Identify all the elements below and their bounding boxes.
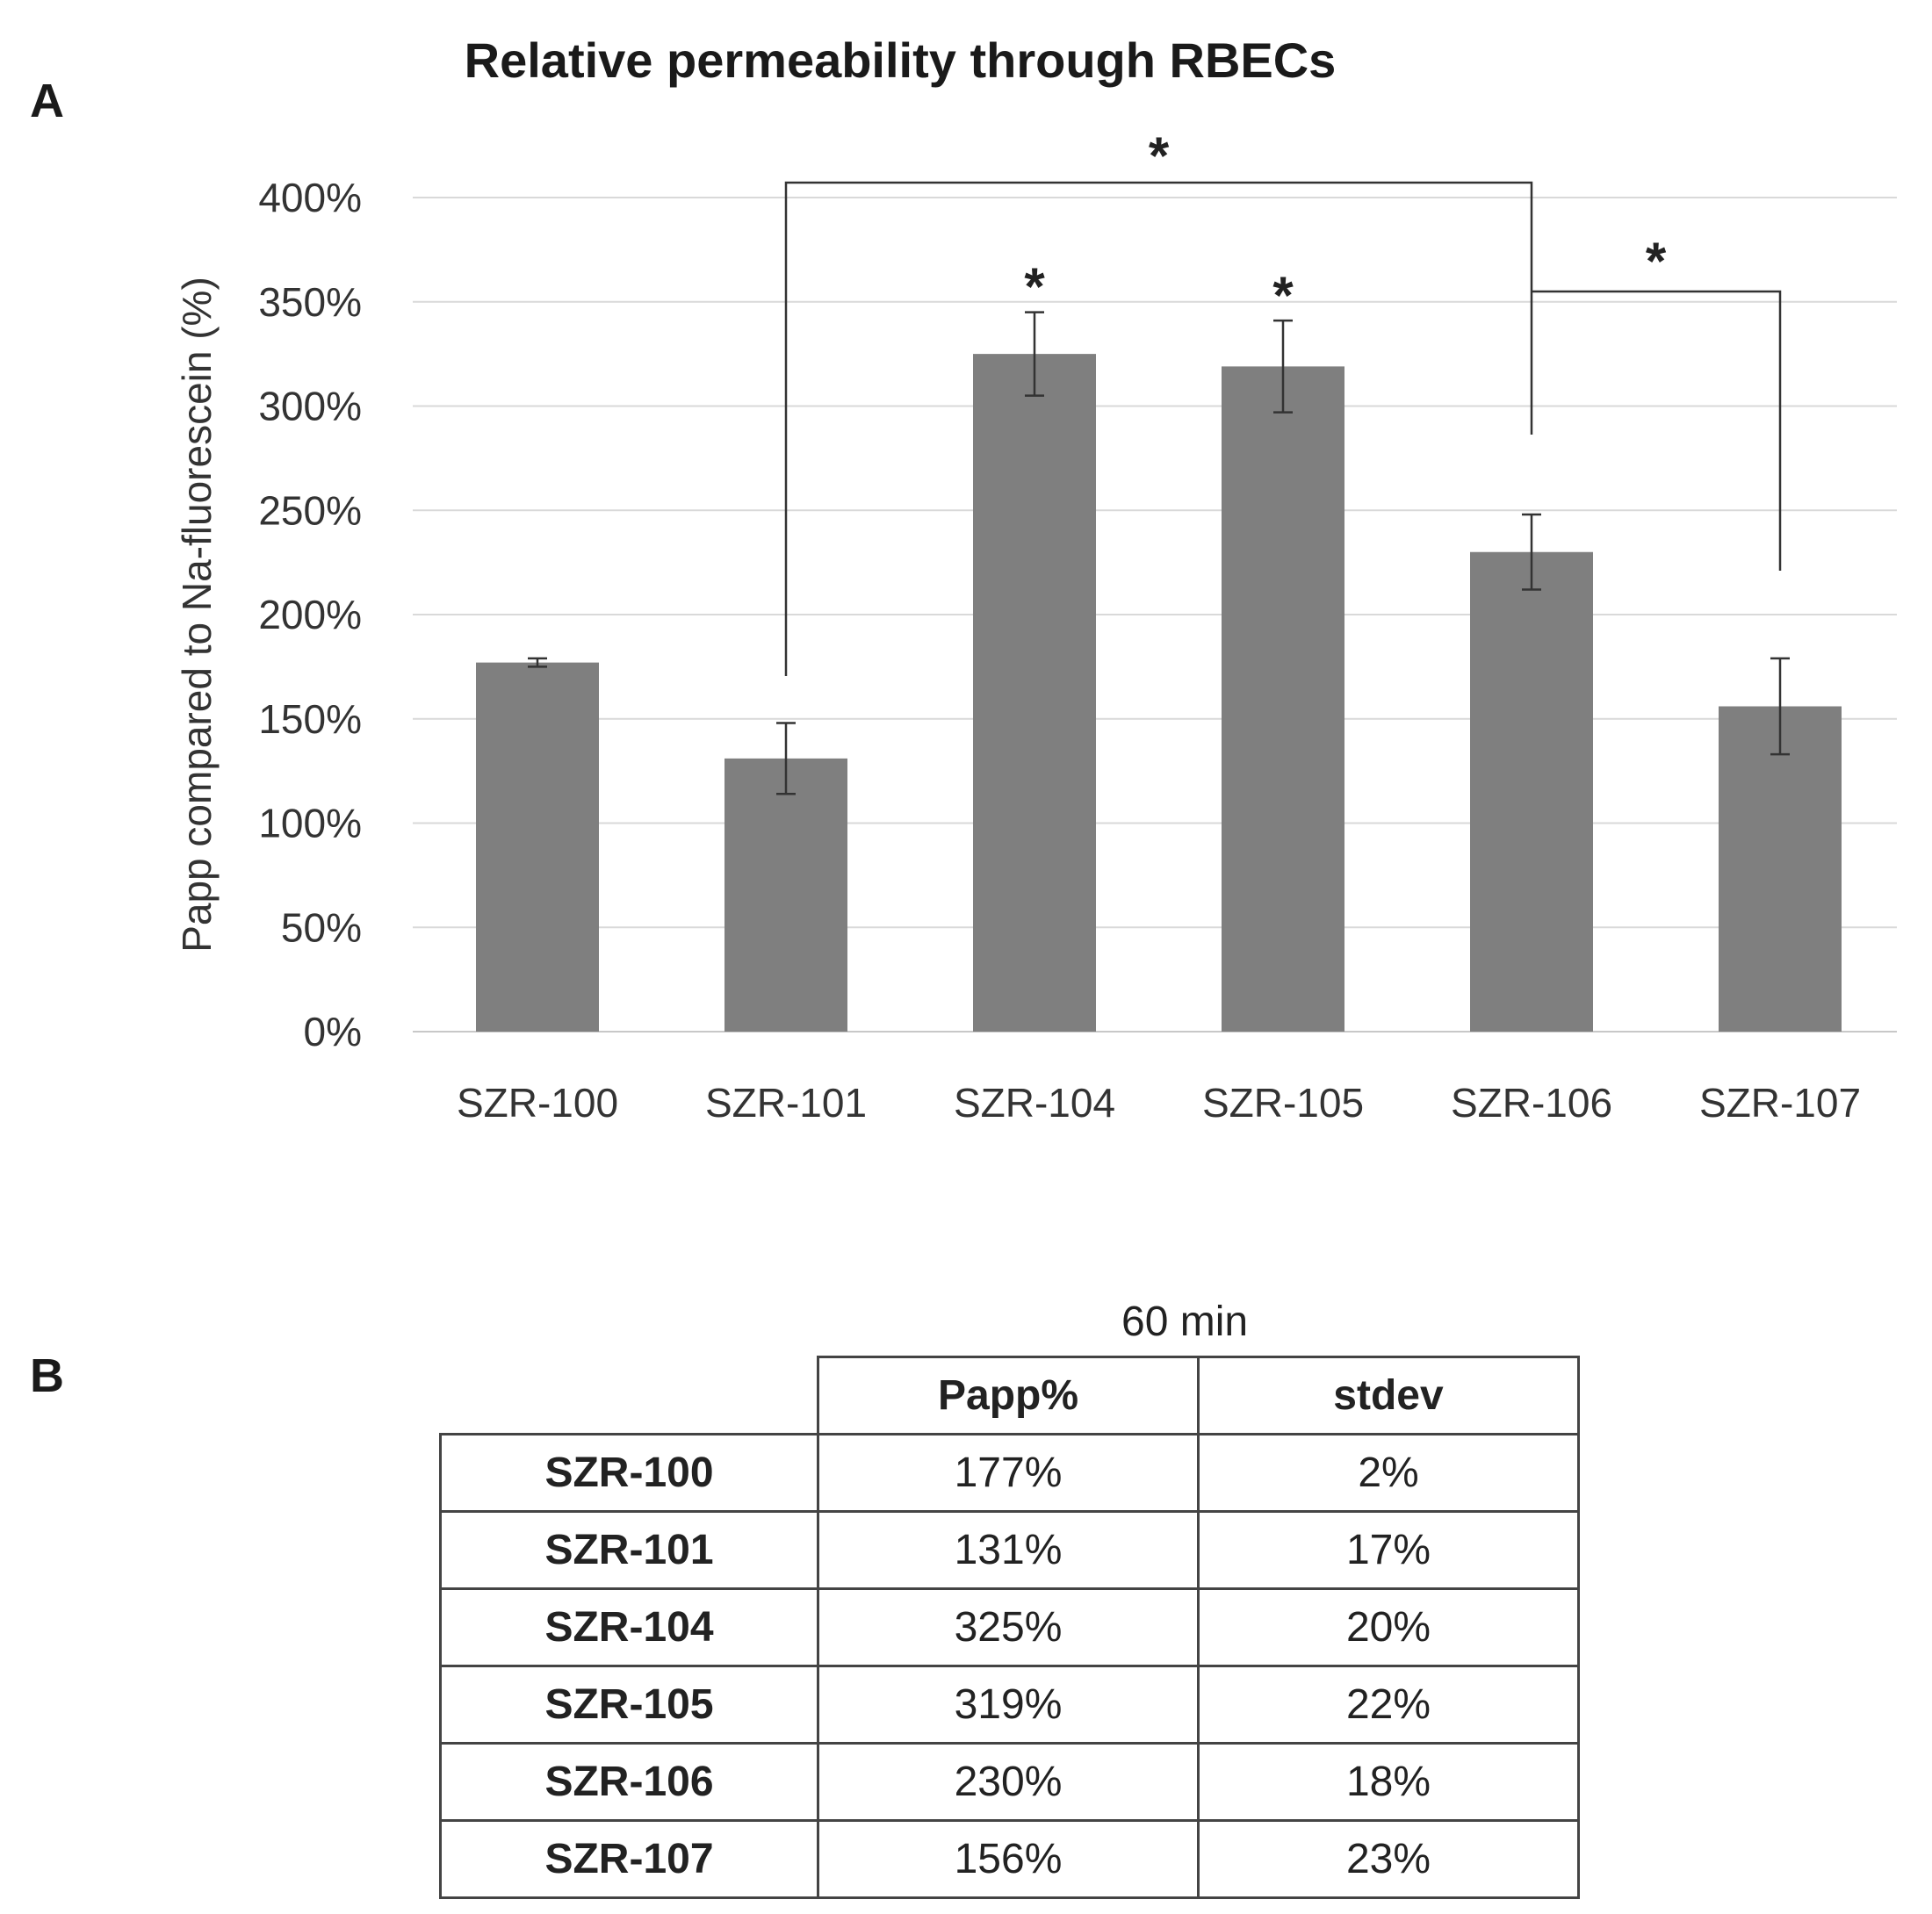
y-tick-label: 300% [258, 384, 362, 429]
table-cell-stdev: 23% [1197, 1819, 1580, 1899]
table-cell-papp: 325% [817, 1587, 1200, 1667]
significance-star: * [1646, 232, 1667, 291]
table-cell-papp: 177% [817, 1433, 1200, 1513]
bar [1470, 551, 1593, 1032]
y-tick-label: 350% [258, 279, 362, 325]
bar [973, 354, 1096, 1032]
y-axis-label: Papp compared to Na-fluorescein (%) [174, 277, 220, 953]
x-category-label: SZR-100 [457, 1080, 618, 1126]
table-cell-papp: 131% [817, 1510, 1200, 1590]
significance-bracket [784, 181, 1533, 676]
table-cell-compound: SZR-106 [439, 1742, 819, 1822]
y-tick-label: 400% [258, 175, 362, 220]
table-cell-compound: SZR-104 [439, 1587, 819, 1667]
table-cell-stdev: 18% [1197, 1742, 1580, 1822]
table-row: SZR-101 131% 17% [439, 1510, 1580, 1590]
table-cell-papp: 156% [817, 1819, 1200, 1899]
y-tick-label: 0% [304, 1009, 362, 1054]
bar [1719, 706, 1842, 1032]
y-tick-label: 200% [258, 592, 362, 637]
table-cell-compound: SZR-101 [439, 1510, 819, 1590]
x-category-label: SZR-107 [1699, 1080, 1861, 1126]
table-caption: 60 min [1121, 1299, 1249, 1345]
table-row: SZR-107 156% 23% [439, 1819, 1580, 1899]
table-cell-papp: 230% [817, 1742, 1200, 1822]
x-category-label: SZR-101 [705, 1080, 867, 1126]
table-header-stdev: stdev [1197, 1356, 1580, 1436]
significance-star: * [1149, 126, 1170, 185]
table-row: SZR-100 177% 2% [439, 1433, 1580, 1513]
chart-title: Relative permeability through RBECs [465, 32, 1337, 88]
table-header-papp: Papp% [817, 1356, 1200, 1436]
bar-chart: Relative permeability through RBECs Papp… [174, 32, 1897, 1126]
panel-label-a: A [30, 75, 64, 127]
table-cell-stdev: 22% [1197, 1665, 1580, 1745]
table-cell-stdev: 20% [1197, 1587, 1580, 1667]
table-cell-compound: SZR-105 [439, 1665, 819, 1745]
table-row: SZR-104 325% 20% [439, 1587, 1580, 1667]
y-tick-label: 150% [258, 696, 362, 742]
significance-bracket [1532, 290, 1782, 571]
y-tick-label: 50% [281, 904, 362, 950]
significance-star: * [1024, 257, 1045, 316]
table-row: SZR-106 230% 18% [439, 1742, 1580, 1822]
bar [1222, 366, 1344, 1032]
bar [724, 758, 847, 1032]
table-cell-compound: SZR-107 [439, 1819, 819, 1899]
bar [476, 662, 599, 1032]
x-category-label: SZR-104 [954, 1080, 1115, 1126]
table-cell-stdev: 17% [1197, 1510, 1580, 1590]
table-header-row: Papp% stdev [440, 1356, 1580, 1436]
table-cell-stdev: 2% [1197, 1433, 1580, 1513]
panel-label-b: B [30, 1349, 64, 1402]
significance-star: * [1272, 266, 1294, 325]
table-cell-papp: 319% [817, 1665, 1200, 1745]
x-category-label: SZR-105 [1202, 1080, 1364, 1126]
results-table: Papp% stdev SZR-100 177% 2% SZR-101 131%… [439, 1356, 1580, 1899]
y-tick-label: 250% [258, 487, 362, 533]
y-tick-label: 100% [258, 801, 362, 846]
x-category-label: SZR-106 [1451, 1080, 1612, 1126]
table-row: SZR-105 319% 22% [439, 1665, 1580, 1745]
table-cell-compound: SZR-100 [439, 1433, 819, 1513]
table-header-blank [440, 1356, 819, 1436]
